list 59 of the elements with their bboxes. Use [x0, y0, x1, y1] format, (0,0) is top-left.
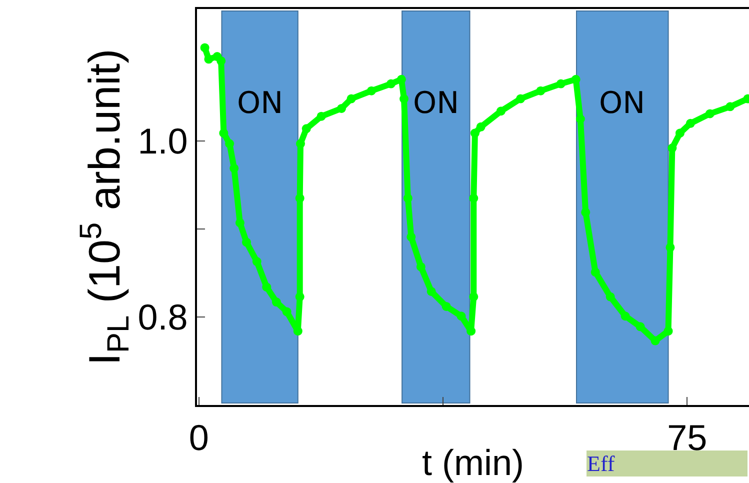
point	[400, 94, 408, 104]
point	[204, 54, 214, 64]
point	[496, 106, 506, 116]
point	[235, 218, 244, 228]
point	[386, 79, 396, 88]
point	[536, 86, 546, 96]
band-label: ON	[599, 86, 646, 121]
point	[426, 286, 436, 296]
point	[620, 312, 630, 321]
text: Eff	[587, 451, 616, 476]
point	[576, 114, 585, 124]
point	[282, 307, 292, 316]
point	[293, 326, 302, 336]
point	[316, 112, 326, 121]
point	[516, 94, 526, 104]
point	[456, 312, 466, 321]
y-tick-label: 1.0	[138, 120, 188, 162]
point	[296, 139, 305, 148]
band-label: ON	[237, 86, 284, 121]
point	[272, 298, 281, 307]
point	[225, 139, 234, 148]
point	[636, 322, 645, 332]
point	[200, 43, 210, 52]
point	[469, 194, 478, 203]
point	[466, 326, 476, 336]
point	[242, 238, 251, 247]
point	[726, 102, 735, 112]
point	[416, 262, 426, 272]
point	[581, 208, 590, 217]
point	[476, 122, 486, 132]
point	[442, 302, 451, 311]
point	[470, 128, 480, 138]
point	[686, 118, 695, 128]
point	[337, 104, 346, 113]
point	[650, 336, 660, 346]
x-tick-label: 0	[188, 417, 209, 458]
x-axis-title: t (min)	[422, 442, 524, 483]
point	[230, 164, 239, 173]
point	[216, 56, 226, 66]
point	[705, 109, 714, 118]
point	[252, 257, 262, 266]
point	[469, 292, 478, 302]
point	[676, 128, 684, 138]
point	[664, 326, 673, 336]
band-label: ON	[413, 86, 460, 121]
point	[295, 292, 304, 302]
point	[262, 282, 272, 292]
point	[302, 124, 311, 134]
point	[403, 194, 412, 203]
point	[590, 268, 600, 277]
point	[219, 128, 228, 138]
point	[366, 86, 376, 96]
point	[295, 194, 304, 203]
point	[606, 292, 615, 302]
x-tick-label: 75	[667, 417, 708, 458]
point	[556, 79, 566, 88]
point	[346, 94, 356, 104]
y-tick-label: 0.8	[138, 296, 188, 338]
point	[406, 232, 416, 242]
